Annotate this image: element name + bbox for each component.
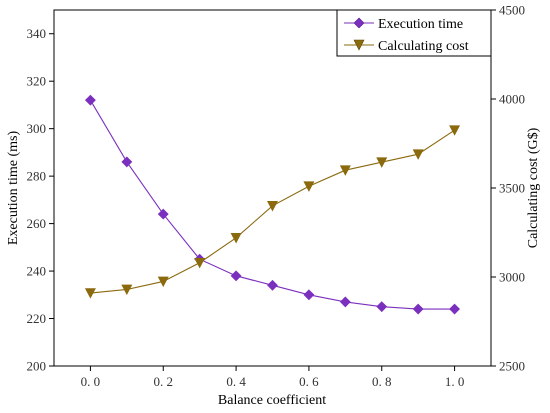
data-point-execution-time	[84, 94, 96, 106]
x-tick-label: 0. 6	[299, 374, 319, 389]
data-point-execution-time	[376, 301, 388, 313]
data-point-execution-time	[157, 208, 169, 220]
legend-box	[336, 9, 492, 57]
data-point-calculating-cost	[376, 157, 388, 168]
legend-item-calculating-cost: Calculating cost	[344, 39, 469, 54]
y-left-tick-label: 240	[27, 264, 47, 279]
legend-marker-execution-time	[353, 17, 365, 29]
data-point-calculating-cost	[449, 125, 461, 136]
legend-label-calculating-cost: Calculating cost	[378, 39, 469, 54]
data-point-calculating-cost	[230, 233, 242, 244]
y-left-axis-ticks: 200 220 240 260 280 300 320 340	[27, 26, 54, 374]
data-point-calculating-cost	[84, 288, 96, 299]
legend-item-execution-time: Execution time	[344, 17, 463, 32]
data-point-calculating-cost	[339, 165, 351, 176]
x-tick-label: 0. 8	[372, 374, 392, 389]
x-tick-label: 0. 4	[226, 374, 246, 389]
y-right-tick-label: 2500	[499, 359, 525, 374]
y-left-axis-title: Execution time (ms)	[6, 131, 21, 246]
plot-frame	[53, 9, 492, 367]
x-tick-label: 1. 0	[445, 374, 465, 389]
data-point-execution-time	[267, 279, 278, 291]
data-point-calculating-cost	[121, 284, 133, 296]
y-left-tick-label: 340	[27, 26, 47, 41]
y-right-tick-label: 3000	[499, 270, 525, 285]
y-right-axis-title: Calculating cost (G$)	[526, 127, 541, 248]
data-point-calculating-cost	[157, 276, 169, 288]
y-right-tick-label: 3500	[499, 181, 525, 196]
x-axis-title: Balance coefficient	[218, 393, 326, 408]
y-left-tick-label: 260	[27, 216, 47, 231]
data-point-calculating-cost	[194, 257, 206, 269]
data-point-execution-time	[230, 270, 242, 282]
data-point-execution-time	[412, 303, 424, 315]
y-right-axis-ticks: 2500 3000 3500 4000 4500	[491, 3, 525, 374]
legend-marker-calculating-cost	[353, 39, 365, 51]
y-left-tick-label: 300	[27, 121, 47, 136]
data-point-calculating-cost	[267, 201, 278, 212]
x-axis-ticks: 0. 0 0. 2 0. 4 0. 6 0. 8 1. 0	[81, 366, 465, 389]
series-layer	[84, 94, 461, 315]
data-point-execution-time	[449, 303, 461, 315]
data-point-execution-time	[303, 289, 315, 301]
y-left-tick-label: 280	[27, 169, 47, 184]
x-tick-label: 0. 0	[81, 374, 101, 389]
data-point-calculating-cost	[412, 149, 424, 160]
y-right-tick-label: 4000	[499, 92, 525, 107]
data-point-execution-time	[339, 296, 351, 308]
x-tick-label: 0. 2	[154, 374, 174, 389]
y-right-tick-label: 4500	[499, 3, 525, 18]
legend: Execution time Calculating cost	[336, 9, 492, 57]
legend-label-execution-time: Execution time	[378, 17, 463, 32]
data-point-calculating-cost	[303, 181, 315, 192]
data-point-execution-time	[121, 156, 133, 168]
y-left-tick-label: 220	[27, 311, 47, 326]
y-left-tick-label: 320	[27, 74, 47, 89]
series-line-calculating-cost	[90, 129, 455, 294]
y-left-tick-label: 200	[27, 359, 47, 374]
